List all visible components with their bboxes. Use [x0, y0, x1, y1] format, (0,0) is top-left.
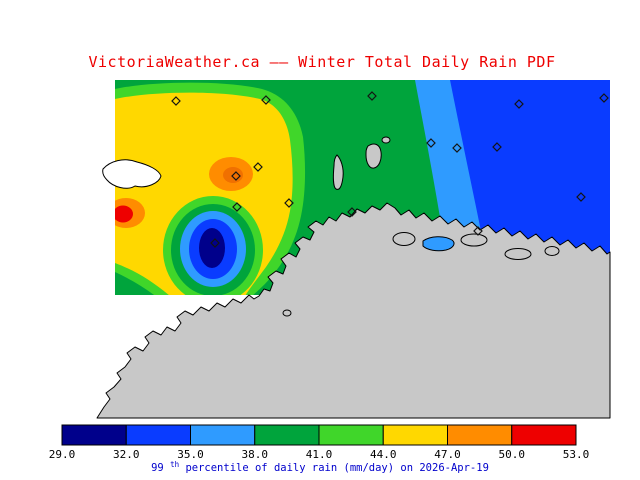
station-marker: [473, 226, 483, 236]
colorbar-segment: [125, 424, 191, 446]
island: [544, 246, 560, 256]
colorbar-segment: [61, 424, 127, 446]
caption-rest: percentile of daily rain (mm/day) on 202…: [185, 462, 488, 474]
lake-elk: [365, 143, 382, 169]
station-marker: [231, 171, 241, 181]
island: [422, 236, 455, 252]
station-marker: [576, 192, 586, 202]
figure-caption: 99 th percentile of daily rain (mm/day) …: [151, 458, 489, 474]
colorbar-segment: [254, 424, 320, 446]
island: [392, 232, 416, 246]
sea-region: [96, 202, 611, 419]
station-marker: [261, 95, 271, 105]
station-marker: [599, 93, 609, 103]
contour-field: [115, 80, 610, 295]
colorbar-tick-label: 32.0: [113, 448, 140, 461]
colorbar-tick-label: 47.0: [434, 448, 461, 461]
island: [460, 233, 488, 247]
island: [504, 248, 532, 260]
station-marker: [210, 238, 220, 248]
colorbar: 29.0 32.0 35.0 38.0 41.0 44.0 47.0 50.0 …: [49, 424, 590, 461]
station-marker: [232, 202, 242, 212]
station-marker: [171, 96, 181, 106]
colorbar-tick-label: 41.0: [306, 448, 333, 461]
colorbar-tick-label: 44.0: [370, 448, 397, 461]
lake-west: [102, 159, 162, 189]
contour-maximum-core-red: [115, 205, 133, 223]
station-marker: [492, 142, 502, 152]
island: [282, 309, 292, 317]
station-marker: [253, 162, 263, 172]
caption-superscript: th: [170, 460, 179, 469]
station-marker: [426, 138, 436, 148]
station-marker: [284, 198, 294, 208]
station-marker: [367, 91, 377, 101]
station-marker: [347, 207, 357, 217]
figure-title: VictoriaWeather.ca —— Winter Total Daily…: [88, 53, 555, 71]
colorbar-segment: [382, 424, 448, 446]
lake-small: [381, 136, 391, 144]
inlet-saanich: [332, 154, 344, 190]
colorbar-tick-label: 35.0: [177, 448, 204, 461]
caption-prefix: 99: [151, 462, 164, 474]
station-marker: [514, 99, 524, 109]
colorbar-segment: [190, 424, 256, 446]
colorbar-segment: [447, 424, 513, 446]
colorbar-segment: [318, 424, 384, 446]
colorbar-tick-label: 38.0: [242, 448, 269, 461]
colorbar-segment: [511, 424, 577, 446]
colorbar-tick-label: 53.0: [563, 448, 590, 461]
station-marker: [452, 143, 462, 153]
colorbar-tick-label: 50.0: [499, 448, 526, 461]
colorbar-tick-label: 29.0: [49, 448, 76, 461]
station-markers: [171, 91, 609, 248]
contour-minimum-core-navy: [199, 228, 225, 268]
